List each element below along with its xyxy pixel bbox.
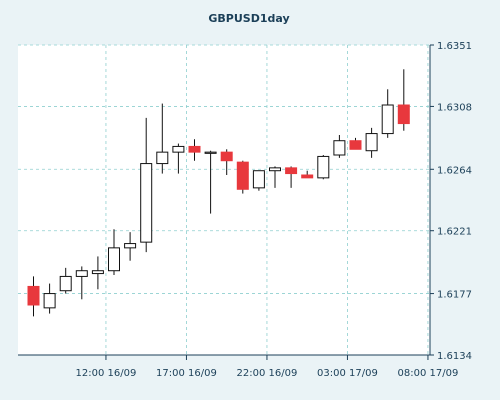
x-tick-label: 17:00 16/09 [156, 368, 217, 379]
candle-body-down [397, 104, 410, 125]
candle [108, 229, 120, 275]
candle [317, 155, 330, 180]
candle [204, 150, 217, 214]
candle [91, 256, 104, 290]
candle-body-up [43, 293, 56, 309]
x-tick-label: 08:00 17/09 [398, 368, 459, 379]
candle [301, 170, 314, 179]
candle-body-down [236, 161, 249, 190]
candle-body-down [301, 174, 314, 179]
candle [220, 149, 233, 175]
candle-body-up [91, 270, 104, 275]
candle [43, 283, 56, 314]
y-tick-label: 1.6264 [437, 165, 472, 176]
candle-body-down [27, 285, 40, 306]
candle-body-up [156, 151, 169, 165]
x-tick-label: 12:00 16/09 [76, 368, 137, 379]
candle [75, 266, 88, 300]
chart-title: GBPUSD1day [208, 12, 289, 25]
candle-body-down [285, 167, 298, 175]
x-tick-label: 03:00 17/09 [317, 368, 378, 379]
candle [59, 267, 72, 294]
candle [188, 139, 201, 161]
y-tick-label: 1.6221 [437, 227, 472, 238]
candle-body-up [108, 247, 120, 272]
candle-body-up [172, 145, 185, 153]
candle-body-up [204, 151, 217, 154]
y-tick-label: 1.6177 [437, 290, 472, 301]
candle-body-down [188, 145, 201, 153]
axis-layer: 1.6351 1.6308 1.6264 1.6221 1.6177 1.6134 12:0… [18, 41, 472, 379]
candle [269, 166, 281, 188]
y-tick-label: 1.6308 [437, 102, 472, 113]
x-tick-label: 22:00 16/09 [237, 368, 298, 379]
candle-body-up [365, 133, 378, 152]
candle [365, 127, 378, 158]
candle [156, 103, 169, 174]
candle-body-up [124, 243, 137, 249]
candle-body-down [220, 151, 233, 162]
candle-body-up [381, 104, 394, 135]
candle-body-up [75, 270, 88, 277]
candle-body-up [333, 140, 346, 156]
candle-body-up [252, 170, 265, 189]
candle-layer [27, 69, 410, 317]
candle-body-up [317, 155, 330, 179]
candle [333, 135, 346, 158]
candle [236, 160, 249, 194]
candle [397, 69, 410, 131]
candle [349, 137, 362, 150]
y-tick-label: 1.6351 [437, 41, 472, 52]
candle [252, 170, 265, 191]
candle-body-up [140, 163, 153, 243]
candle-body-down [349, 140, 362, 150]
candle-body-up [269, 167, 281, 172]
candle [27, 276, 40, 317]
candle [381, 89, 394, 138]
candle-body-up [59, 275, 72, 292]
candle [172, 143, 185, 174]
y-tick-label: 1.6134 [437, 351, 472, 362]
plot-area [18, 45, 430, 355]
candle [285, 166, 298, 188]
candle [124, 232, 137, 261]
grid-layer [18, 44, 430, 355]
candle [140, 117, 153, 253]
